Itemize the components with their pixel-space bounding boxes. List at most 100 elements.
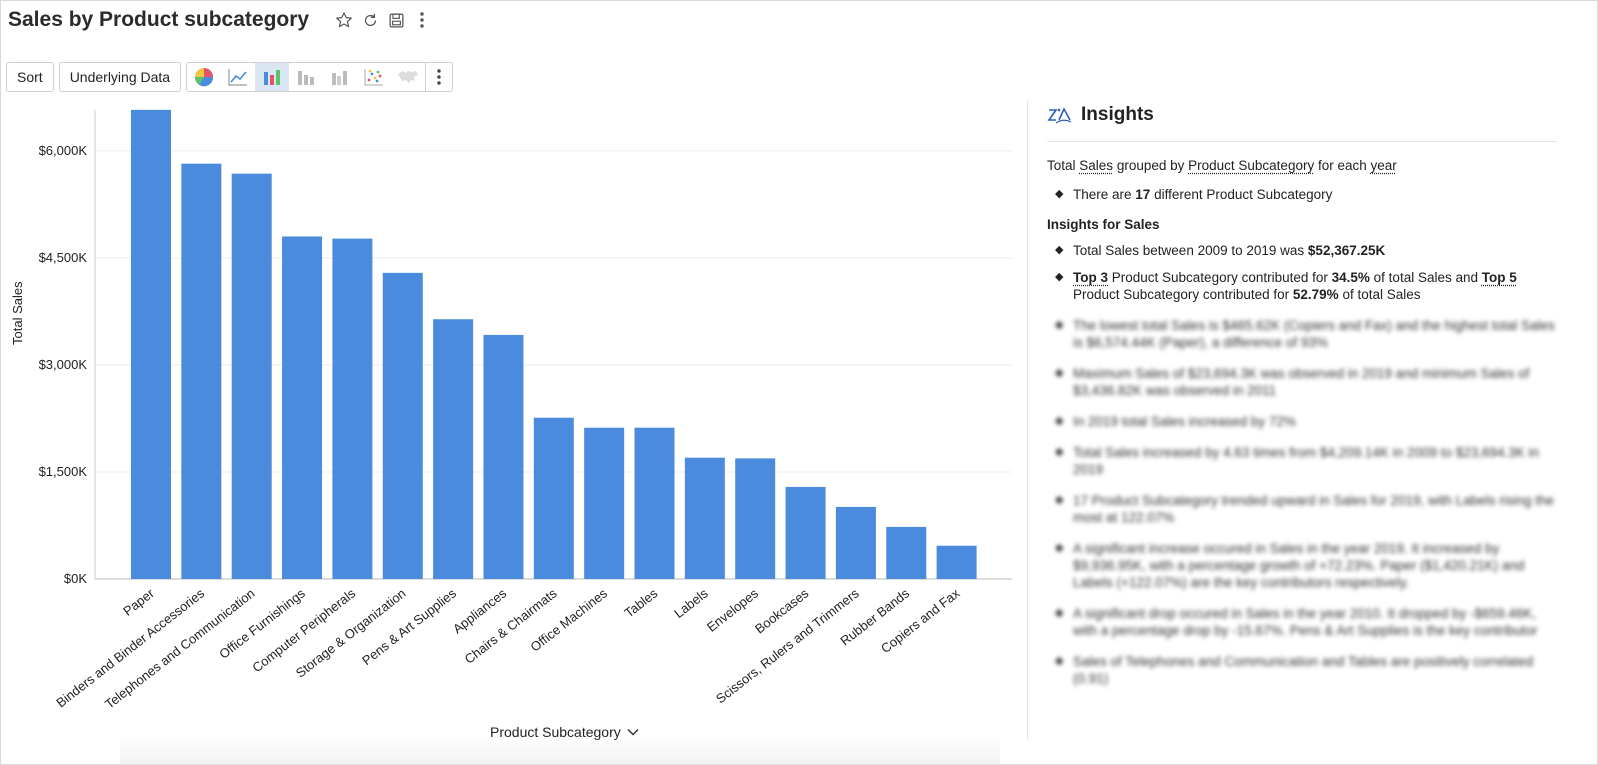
- insight-text: There are: [1073, 187, 1136, 202]
- insights-title: Insights: [1081, 104, 1154, 125]
- insight-text-blurred: In 2019 total Sales increased by 72%: [1073, 414, 1296, 429]
- insight-value: 34.5%: [1331, 270, 1370, 285]
- measure-link[interactable]: Sales: [1079, 158, 1114, 173]
- insight-text-blurred: 17 Product Subcategory trended upward in…: [1073, 493, 1555, 525]
- insight-item: ◆ In 2019 total Sales increased by 72%: [1047, 413, 1557, 430]
- line-chart-icon[interactable]: [221, 63, 255, 91]
- bar[interactable]: [835, 506, 876, 579]
- y-tick-label: $1,500K: [39, 464, 88, 479]
- insight-text-blurred: Total Sales increased by 4.63 times from…: [1073, 445, 1540, 477]
- insight-text: of total Sales and: [1369, 270, 1482, 285]
- bullet-diamond-icon: ◆: [1055, 542, 1064, 554]
- scatter-icon[interactable]: [357, 63, 391, 91]
- insight-text: Product Subcategory contributed for: [1073, 287, 1293, 302]
- insights-header: Insights: [1047, 100, 1557, 130]
- bar[interactable]: [282, 236, 323, 580]
- insight-text: of total Sales: [1338, 287, 1421, 302]
- insight-item: ◆ Top 3 Product Subcategory contributed …: [1047, 269, 1557, 303]
- underlying-data-button[interactable]: Underlying Data: [58, 62, 182, 92]
- bar[interactable]: [785, 486, 826, 579]
- insight-text: different Product Subcategory: [1150, 187, 1333, 202]
- bar[interactable]: [634, 427, 675, 579]
- dimension-link[interactable]: Product Subcategory: [1188, 158, 1315, 173]
- x-tick-label: Tables: [622, 585, 661, 620]
- summary-text: grouped by: [1113, 158, 1189, 173]
- bar-chart-icon[interactable]: [255, 63, 290, 91]
- insight-text-blurred: A significant increase occured in Sales …: [1073, 541, 1525, 590]
- x-tick-label: Chairs & Chairmats: [462, 585, 560, 667]
- panel-divider: [1027, 100, 1028, 740]
- insight-value: 52.79%: [1292, 287, 1339, 302]
- insight-item: ◆ Total Sales increased by 4.63 times fr…: [1047, 444, 1557, 478]
- bar[interactable]: [181, 163, 222, 579]
- save-icon[interactable]: [385, 9, 407, 31]
- bar[interactable]: [936, 545, 977, 579]
- insight-text-blurred: A significant drop occured in Sales in t…: [1073, 606, 1538, 638]
- insights-divider: [1047, 141, 1557, 142]
- insight-text: Total Sales between 2009 to 2019 was: [1073, 243, 1308, 258]
- insights-logo-icon: [1047, 107, 1072, 124]
- sort-button[interactable]: Sort: [6, 62, 54, 92]
- x-tick-label: Office Furnishings: [216, 585, 308, 661]
- toolbar: Sort Underlying Data: [6, 62, 454, 92]
- bar[interactable]: [433, 319, 474, 579]
- bar[interactable]: [332, 238, 373, 579]
- bullet-diamond-icon: ◆: [1055, 319, 1064, 331]
- bar[interactable]: [382, 272, 423, 579]
- insights-section-title: Insights for Sales: [1047, 217, 1160, 232]
- insight-item: ◆ There are 17 different Product Subcate…: [1047, 186, 1557, 203]
- bar[interactable]: [131, 109, 171, 579]
- bullet-diamond-icon: ◆: [1055, 271, 1064, 283]
- page-title: Sales by Product subcategory: [8, 8, 310, 31]
- header: Sales by Product subcategory: [8, 4, 437, 36]
- bar-chart: $0K$1,500K$3,000K$4,500K$6,000KPaperBind…: [39, 109, 1012, 712]
- chevron-down-icon: [627, 728, 639, 736]
- bar[interactable]: [735, 458, 776, 579]
- bar[interactable]: [684, 457, 725, 579]
- y-tick-label: $0K: [64, 571, 87, 586]
- insight-text-blurred: Maximum Sales of $23,694.3K was observed…: [1073, 366, 1530, 398]
- insight-value: $52,367.25K: [1307, 243, 1386, 258]
- insight-text: Product Subcategory contributed for: [1108, 270, 1332, 285]
- summary-text: Total: [1047, 158, 1080, 173]
- insight-item: ◆ Sales of Telephones and Communication …: [1047, 653, 1557, 687]
- insights-panel: Insights Total Sales grouped by Product …: [1047, 100, 1557, 687]
- grouped-bar-icon[interactable]: [323, 63, 357, 91]
- y-tick-label: $3,000K: [39, 357, 88, 372]
- insight-text-blurred: Sales of Telephones and Communication an…: [1073, 654, 1534, 686]
- insight-item: ◆ The lowest total Sales is $465.62K (Co…: [1047, 317, 1557, 351]
- bullet-diamond-icon: ◆: [1055, 446, 1064, 458]
- chart-type-selector: [186, 62, 454, 92]
- insights-summary: Total Sales grouped by Product Subcatego…: [1047, 156, 1557, 176]
- x-tick-label: Paper: [120, 585, 157, 619]
- insight-item: ◆ A significant increase occured in Sale…: [1047, 540, 1557, 591]
- bullet-diamond-icon: ◆: [1055, 494, 1064, 506]
- stacked-bar-icon[interactable]: [289, 63, 323, 91]
- top5-link[interactable]: Top 5: [1481, 270, 1517, 285]
- refresh-icon[interactable]: [359, 9, 381, 31]
- bar[interactable]: [584, 427, 625, 579]
- insight-item: ◆ 17 Product Subcategory trended upward …: [1047, 492, 1557, 526]
- bar[interactable]: [483, 334, 524, 579]
- bullet-diamond-icon: ◆: [1055, 244, 1064, 256]
- bar[interactable]: [533, 417, 574, 579]
- pie-chart-icon[interactable]: [187, 63, 221, 91]
- top3-link[interactable]: Top 3: [1073, 270, 1108, 285]
- period-link[interactable]: year: [1370, 158, 1397, 173]
- bar[interactable]: [231, 173, 272, 579]
- x-tick-label: Pens & Art Supplies: [359, 585, 459, 668]
- x-tick-label: Labels: [671, 585, 711, 621]
- bullet-diamond-icon: ◆: [1055, 367, 1064, 379]
- y-tick-label: $6,000K: [39, 143, 88, 158]
- insight-item: ◆ Total Sales between 2009 to 2019 was $…: [1047, 242, 1557, 259]
- bullet-diamond-icon: ◆: [1055, 655, 1064, 667]
- chart-more-icon[interactable]: [425, 63, 452, 91]
- y-axis-title: Total Sales: [10, 281, 25, 345]
- favorite-star-icon[interactable]: [333, 9, 355, 31]
- map-icon[interactable]: [391, 63, 425, 91]
- insight-text-blurred: The lowest total Sales is $465.62K (Copi…: [1073, 318, 1555, 350]
- insight-item: ◆ A significant drop occured in Sales in…: [1047, 605, 1557, 639]
- more-options-icon[interactable]: [411, 9, 433, 31]
- insight-value: 17: [1135, 187, 1151, 202]
- bar[interactable]: [886, 526, 927, 579]
